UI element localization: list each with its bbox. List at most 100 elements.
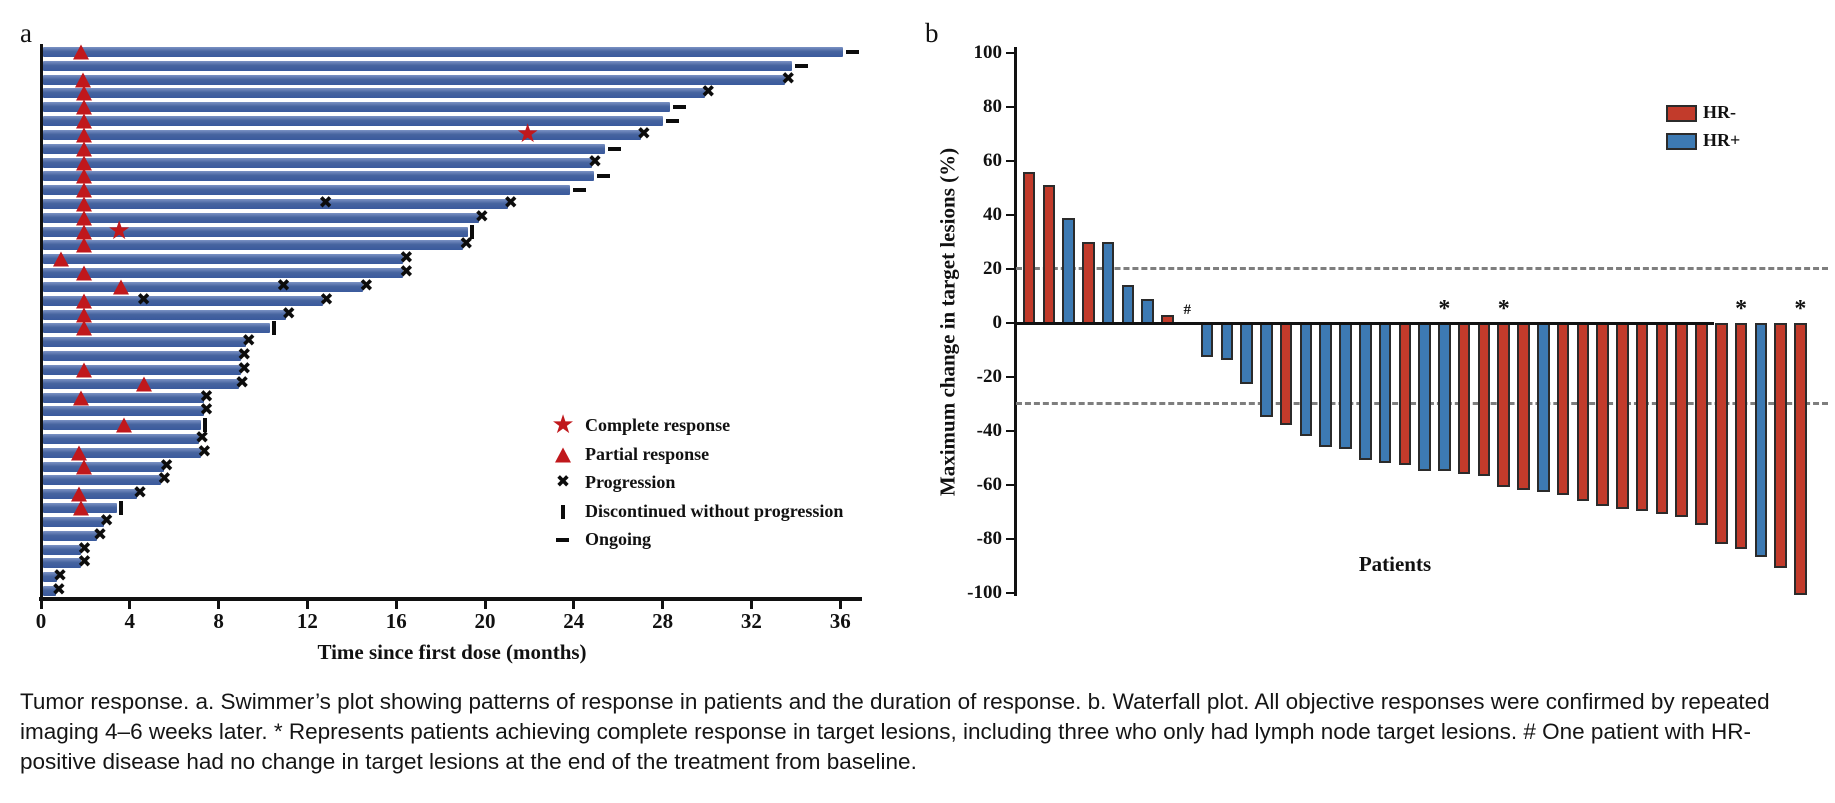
swimmer-bar	[42, 530, 97, 541]
swimmer-plot: a 0 4 8 12 16 20 24 28 32 36 ✖ ✖ ✖ ★ ✖ ✖ ✖ ✖ ★ ✖ ✖ ✖ ✖ ✖ ✖ ✖ ✖ ✖ ✖ ✖ ✖…	[0, 0, 900, 680]
waterfall-legend: HR- HR+	[900, 0, 1835, 680]
complete-response-asterisk: *	[1438, 296, 1451, 322]
complete-response-asterisk: *	[1794, 296, 1807, 322]
waterfall-bar	[1715, 323, 1728, 544]
waterfall-y-tick	[1006, 591, 1014, 595]
waterfall-y-tick-label: 100	[973, 42, 1003, 63]
swimmer-bar	[42, 254, 404, 265]
waterfall-y-tick	[1006, 105, 1014, 109]
partial-response-triangle-icon	[75, 307, 92, 323]
progression-x-icon: ✖	[399, 261, 414, 282]
complete-response-asterisk: *	[1735, 296, 1748, 322]
progression-x-icon: ✖	[77, 538, 92, 559]
swimmer-bar	[42, 295, 324, 306]
progression-x-icon: ✖	[587, 151, 603, 172]
swimmer-x-tick	[661, 600, 665, 609]
ongoing-dash-icon	[845, 50, 859, 54]
legend-item-label: HR+	[1703, 130, 1741, 150]
swimmer-bar	[42, 572, 58, 583]
legend-x-icon: ✖	[555, 471, 571, 492]
swimmer-x-tick	[749, 600, 753, 609]
swimmer-x-tick	[483, 600, 487, 609]
ongoing-dash-icon	[597, 174, 611, 179]
partial-response-triangle-icon	[75, 85, 92, 101]
progression-x-icon: ✖	[237, 358, 252, 379]
partial-response-triangle-icon	[75, 99, 92, 115]
swimmer-bar	[42, 433, 200, 444]
partial-response-triangle-icon	[75, 265, 92, 281]
partial-response-triangle-icon	[113, 279, 130, 295]
legend-item-label: Ongoing	[585, 529, 652, 549]
swimmer-x-tick-label: 32	[740, 609, 762, 633]
swimmer-x-axis-title: Time since first dose (months)	[317, 640, 587, 664]
swimmer-x-tick-label: 12	[296, 609, 318, 633]
legend-item-label: Progression	[585, 472, 676, 492]
partial-response-triangle-icon	[75, 168, 92, 184]
progression-x-icon: ✖	[503, 192, 518, 213]
progression-x-icon: ✖	[237, 344, 252, 365]
legend-ongoing-icon	[556, 538, 569, 542]
swimmer-x-tick-label: 8	[213, 609, 224, 633]
swimmer-bar	[42, 60, 792, 71]
progression-x-icon: ✖	[318, 192, 333, 213]
waterfall-y-tick-label: -20	[976, 366, 1002, 387]
discontinued-bar-icon	[469, 224, 474, 239]
progression-x-icon: ✖	[359, 275, 374, 296]
swimmer-bar	[42, 337, 246, 348]
swimmer-bar	[42, 489, 137, 500]
progression-x-icon: ✖	[701, 82, 716, 103]
waterfall-y-tick	[1006, 267, 1014, 271]
progression-x-icon: ✖	[99, 510, 114, 531]
waterfall-y-tick	[1006, 537, 1014, 541]
partial-response-triangle-icon	[75, 237, 92, 253]
discontinued-bar-icon	[203, 418, 208, 433]
partial-response-triangle-icon	[75, 224, 92, 240]
partial-response-triangle-icon	[75, 362, 92, 378]
swimmer-bar	[42, 323, 271, 334]
progression-x-icon: ✖	[459, 234, 474, 255]
partial-response-triangle-icon	[75, 155, 92, 171]
waterfall-y-tick	[1006, 321, 1014, 325]
swimmer-x-tick-label: 16	[385, 609, 407, 633]
legend-triangle-icon	[555, 447, 571, 462]
ongoing-dash-icon	[666, 119, 680, 124]
legend-item-label: Discontinued without progression	[585, 500, 844, 521]
swimmer-x-tick	[305, 600, 309, 609]
ongoing-dash-icon	[608, 146, 622, 151]
swimmer-x-tick	[572, 600, 576, 609]
progression-x-icon: ✖	[781, 68, 796, 89]
progression-x-icon: ✖	[241, 331, 256, 352]
swimmer-bar	[42, 240, 464, 251]
partial-response-triangle-icon	[75, 141, 92, 157]
waterfall-y-tick	[1006, 429, 1014, 433]
waterfall-zero-line	[1014, 321, 1714, 325]
swimmer-bar	[42, 447, 202, 458]
swimmer-bar	[42, 281, 364, 292]
swimmer-bar	[42, 212, 479, 223]
swimmer-bar	[42, 309, 286, 320]
discontinued-bar-icon	[272, 321, 277, 336]
swimmer-x-tick	[39, 600, 43, 609]
swimmer-bar	[42, 185, 570, 196]
swimmer-x-tick-label: 4	[124, 609, 136, 633]
waterfall-y-tick	[1006, 159, 1014, 163]
progression-x-icon: ✖	[92, 524, 108, 545]
partial-response-triangle-icon	[73, 390, 90, 405]
swimmer-x-tick-label: 24	[563, 609, 585, 633]
swimmer-bar	[42, 157, 593, 168]
progression-x-icon: ✖	[197, 441, 212, 462]
swimmer-x-tick	[128, 600, 132, 609]
progression-x-icon: ✖	[136, 289, 151, 310]
partial-response-triangle-icon	[73, 500, 90, 516]
swimmer-x-tick-label: 20	[474, 609, 496, 633]
complete-response-asterisk: *	[1497, 296, 1510, 322]
partial-response-triangle-icon	[73, 44, 90, 60]
swimmer-bar	[42, 129, 641, 140]
swimmer-bar	[42, 226, 468, 237]
swimmer-bar	[42, 143, 606, 154]
swimmer-legend: ★ Complete response Partial response ✖ Progr…	[0, 0, 900, 680]
progression-x-icon: ✖	[319, 289, 334, 310]
waterfall-y-tick-label: 80	[983, 96, 1002, 117]
partial-response-triangle-icon	[75, 196, 92, 212]
